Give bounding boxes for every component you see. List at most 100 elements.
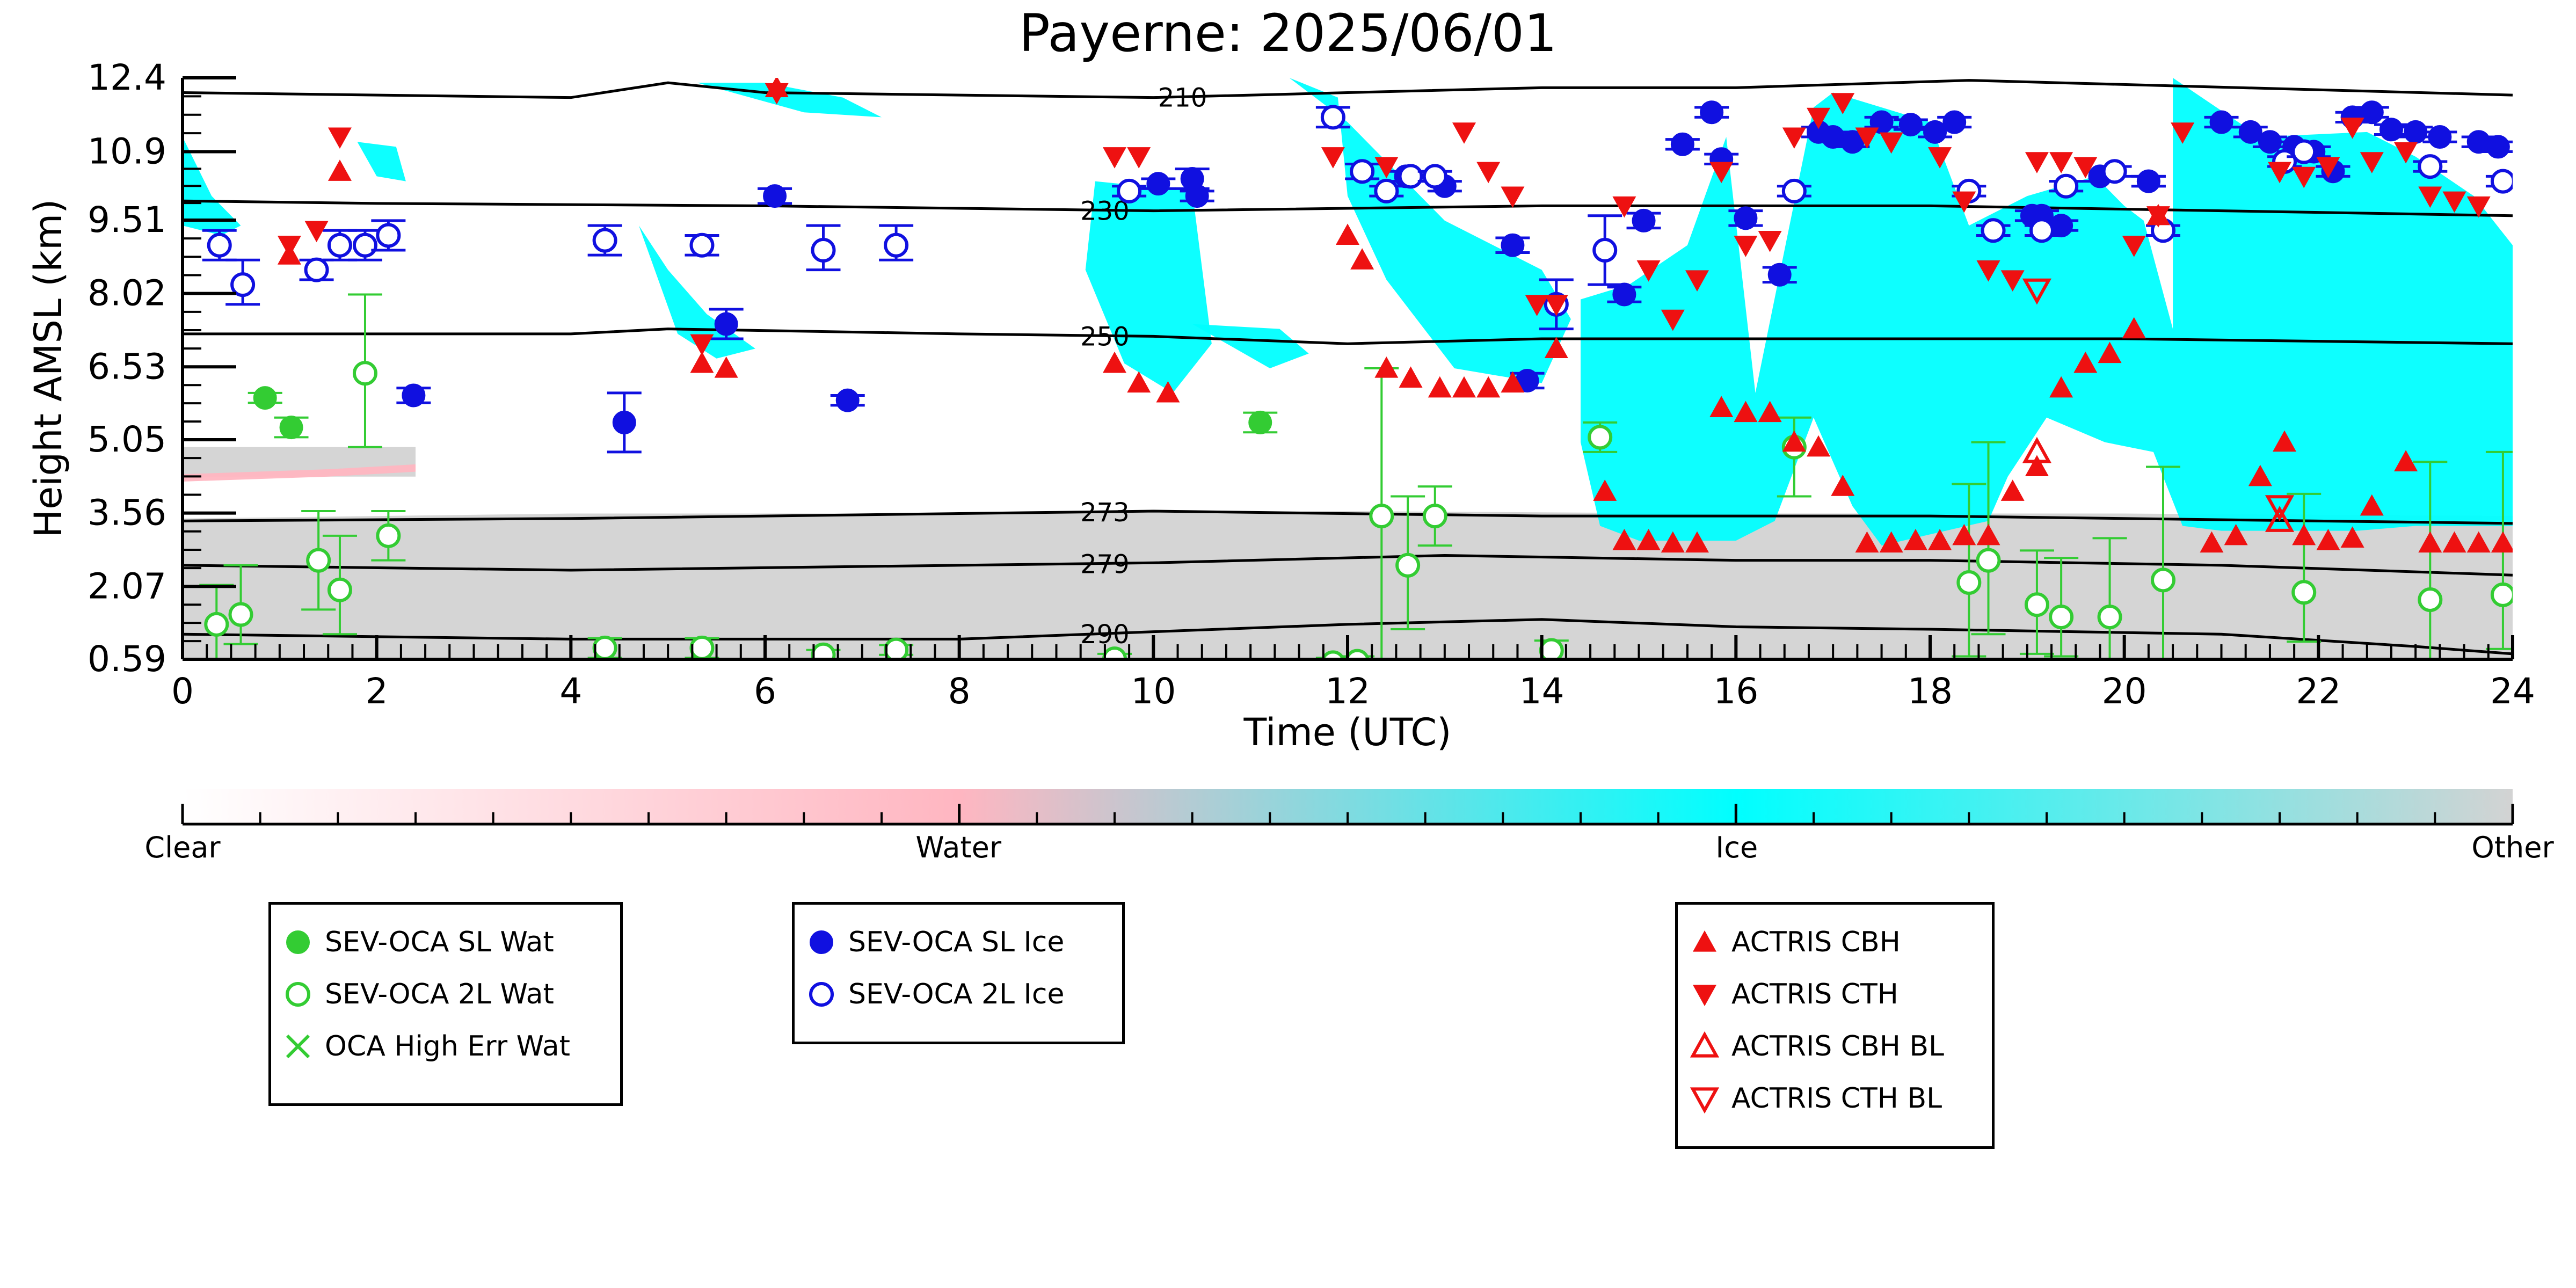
data-point [1588,425,1613,450]
data-point [2146,206,2170,228]
series-actris-cth-bl [2022,278,2295,521]
data-point [1734,206,1758,230]
y-tick-label: 9.51 [88,199,166,241]
x-axis-title: Time (UTC) [1243,710,1452,754]
data-point [1855,127,1879,149]
y-tick-label: 6.53 [88,346,166,387]
x-tick-label: 0 [171,671,194,712]
data-point [2122,236,2146,257]
data-point [1544,295,1568,316]
data-point [352,361,377,386]
legend-label: OCA High Err Wat [325,1030,570,1063]
data-point [279,416,303,440]
data-point [2394,142,2418,164]
data-point [2265,506,2295,532]
contour-label: 279 [1080,549,1130,579]
data-point [1476,162,1501,184]
series-sev-oca-sl-wat [248,386,1278,440]
data-point [2073,351,2098,373]
data-point [2379,118,2403,142]
data-point [2340,526,2364,548]
legend-marker [286,982,310,1007]
legend-actris: ACTRIS CBH ACTRIS CTH ACTRIS CBH BL ACTRIS … [1675,902,1995,1149]
data-point [2248,464,2272,486]
data-point [1952,523,1976,545]
data-point [884,232,909,258]
contour-label: 250 [1080,322,1130,352]
data-point [2025,455,2049,477]
data-point [2022,436,2052,463]
data-point [2171,122,2195,144]
data-point [1928,528,1952,550]
data-point [2273,430,2297,452]
region-ice [357,142,406,181]
legend-water: SEV-OCA SL Wat SEV-OCA 2L Wat OCA High Err… [268,902,623,1106]
legend-label: SEV-OCA SL Wat [325,926,554,958]
data-point [1501,233,1525,257]
legend-item: ACTRIS CTH BL [1678,1082,1942,1115]
data-point [1476,376,1501,398]
data-point [230,272,256,297]
y-axis-title: Height AMSL (km) [26,199,70,537]
data-point [1350,248,1374,270]
data-point [1632,208,1656,232]
data-point [1831,475,1855,496]
colorbar-label-water: Water [915,831,1002,864]
data-point [2073,157,2098,179]
data-point [2049,605,2074,630]
legend-marker [286,930,310,954]
data-point [1956,570,1982,595]
x-tick-label: 24 [2490,671,2535,712]
data-point [1345,649,1370,659]
data-point [1612,528,1636,550]
legend-marker [1693,930,1716,952]
legend-item: SEV-OCA SL Ice [795,926,1064,958]
legend-item: OCA High Err Wat [271,1030,570,1063]
data-point [1501,371,1525,393]
data-point [1758,231,1782,252]
legend-marker [1690,1031,1720,1058]
series-actris-cth [277,83,2491,356]
data-point [1374,356,1399,378]
data-point [1525,295,1549,316]
legend-item: SEV-OCA 2L Wat [271,978,554,1010]
y-tick-label: 3.56 [88,492,166,534]
data-point [2442,191,2466,213]
region-ice [1289,78,1571,383]
data-point [402,383,426,407]
data-point [1398,164,1423,189]
data-point [304,257,329,282]
contour-line [183,510,2513,525]
region-ice [1085,181,1212,393]
legend-item: ACTRIS CBH [1678,926,1901,958]
data-point [1661,531,1685,553]
data-point [2029,218,2054,243]
data-point [2024,592,2049,617]
data-point [1670,132,1694,156]
data-point [1661,309,1685,331]
data-point [2209,110,2233,134]
data-point [2360,494,2384,516]
legend-label: ACTRIS CBH [1731,926,1901,958]
data-point [1320,105,1345,130]
x-tick-label: 12 [1325,671,1370,712]
data-point [204,612,229,637]
data-point [1374,178,1399,203]
contour-label: 210 [1158,83,1207,113]
colorbar-label-ice: Ice [1715,831,1758,864]
data-point [228,602,253,627]
data-point [1700,100,1724,125]
data-point [714,312,738,336]
legend-marker-shape [286,930,310,954]
data-point [2000,270,2025,292]
data-point [884,637,909,659]
data-point [2360,152,2384,173]
contour-label: 273 [1080,498,1130,528]
y-tick-label: 8.02 [88,273,166,314]
legend-marker-shape [1690,1031,1720,1058]
legend-marker [1693,985,1716,1006]
x-tick-label: 4 [559,671,582,712]
data-point [1592,237,1618,263]
data-point [2265,495,2295,521]
data-point [2418,587,2443,613]
